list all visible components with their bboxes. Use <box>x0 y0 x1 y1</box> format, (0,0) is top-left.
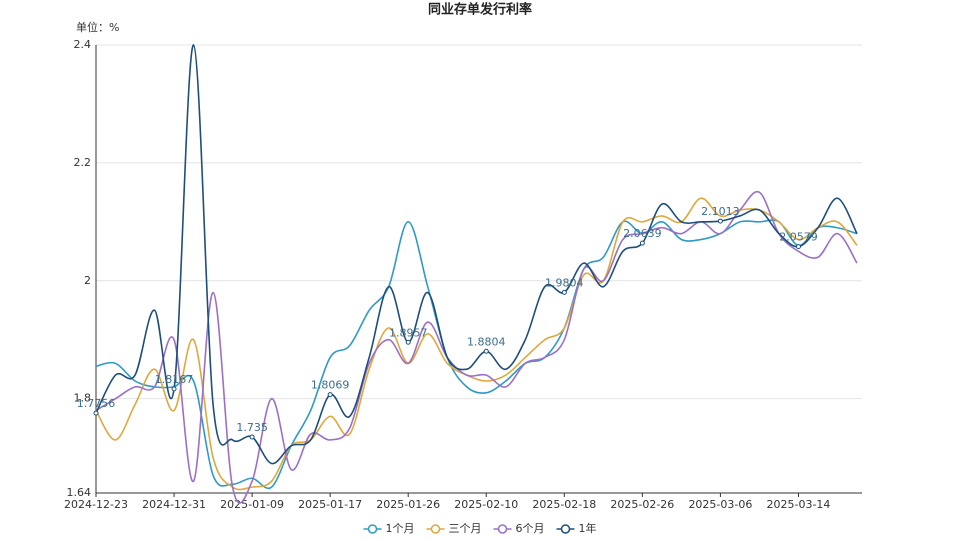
data-point <box>561 289 567 295</box>
x-tick-label: 2024-12-23 <box>64 498 128 511</box>
value-label: 1.8167 <box>155 373 194 386</box>
data-point <box>483 348 489 354</box>
y-tick-label: 1.8 <box>74 392 92 405</box>
y-tick-label: 1.64 <box>67 486 92 499</box>
legend-label: 1年 <box>579 521 597 535</box>
x-tick-label: 2025-02-18 <box>532 498 596 511</box>
legend-marker <box>560 524 571 534</box>
data-point <box>405 339 411 345</box>
y-tick-label: 2 <box>84 274 91 287</box>
x-tick-label: 2025-02-26 <box>610 498 674 511</box>
legend-label: 6个月 <box>516 522 545 535</box>
value-label: 1.8957 <box>389 326 428 339</box>
value-label: 1.9804 <box>545 276 584 289</box>
chart-title: 同业存单发行利率 <box>428 2 532 18</box>
value-label: 2.1013 <box>701 205 740 218</box>
legend-marker <box>430 524 441 534</box>
y-tick-label: 2.2 <box>74 156 92 169</box>
x-tick-label: 2025-03-14 <box>766 498 830 511</box>
x-tick-label: 2024-12-31 <box>142 498 206 511</box>
data-point <box>93 410 99 416</box>
value-label: 2.0639 <box>623 227 662 240</box>
legend-item[interactable]: 1个月 <box>363 522 415 535</box>
unit-label: 单位：% <box>76 20 119 34</box>
data-point <box>327 392 333 398</box>
x-tick-label: 2025-01-26 <box>376 498 440 511</box>
x-tick-label: 2025-02-10 <box>454 498 518 511</box>
legend-item[interactable]: 1年 <box>556 521 597 535</box>
legend-item[interactable]: 6个月 <box>493 522 545 535</box>
x-tick-label: 2025-03-06 <box>688 498 752 511</box>
data-point <box>639 240 645 246</box>
value-label: 1.735 <box>236 421 268 434</box>
x-tick-label: 2025-01-09 <box>220 498 284 511</box>
data-point <box>171 386 177 392</box>
value-label: 2.0579 <box>779 231 818 244</box>
data-point <box>795 244 801 250</box>
line-series <box>95 219 858 490</box>
legend-marker <box>367 524 378 534</box>
x-tick-label: 2025-01-17 <box>298 498 362 511</box>
value-label: 1.8069 <box>311 379 350 392</box>
legend-marker <box>497 524 508 534</box>
value-label: 1.7756 <box>77 397 116 410</box>
legend-label: 1个月 <box>386 522 415 535</box>
y-tick-label: 2.4 <box>74 38 92 51</box>
value-label: 1.8804 <box>467 335 506 348</box>
line-series <box>95 44 858 465</box>
data-point <box>717 218 723 224</box>
legend-label: 三个月 <box>449 522 482 535</box>
legend: 1个月 三个月 6个月 1年 <box>363 521 597 535</box>
data-point <box>249 434 255 440</box>
legend-item[interactable]: 三个月 <box>426 522 482 535</box>
